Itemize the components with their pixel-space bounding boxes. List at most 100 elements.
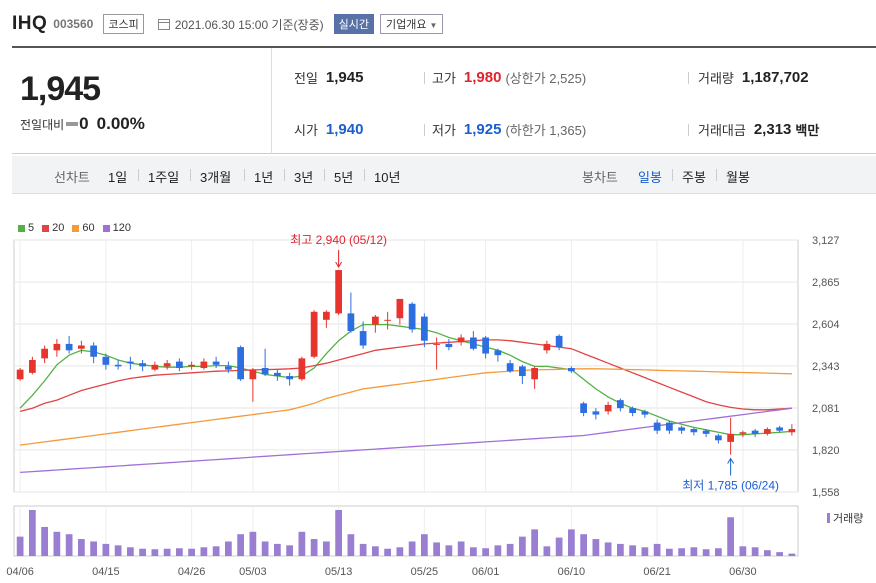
candle-body xyxy=(666,422,673,431)
legend-item-ma120: 120 xyxy=(102,222,131,234)
ma5-line xyxy=(19,323,792,436)
candle-body xyxy=(494,350,502,356)
volume-bar xyxy=(274,543,281,556)
volume-bar xyxy=(751,547,759,556)
x-tick-label: 04/15 xyxy=(92,566,120,578)
chart-period-tabs: 선차트 1일 1주일 3개월 1년 3년 5년 10년 봉차트 일봉 주봉 월봉 xyxy=(12,156,876,194)
x-tick-label: 05/03 xyxy=(239,566,267,578)
volume-value: 1,187,702 xyxy=(741,69,809,86)
prev-close-label: 전일 xyxy=(294,71,318,86)
volume-bar xyxy=(580,534,587,556)
volume-bar xyxy=(641,547,649,556)
tab-10y[interactable]: 10년 xyxy=(374,170,401,185)
high-annotation: 최고 2,940 (05/12) xyxy=(290,233,387,247)
candle-body xyxy=(629,408,636,413)
volume-bar xyxy=(237,534,244,556)
volume-bar xyxy=(604,542,612,556)
realtime-button[interactable]: 실시간 xyxy=(333,14,374,34)
legend-label: 5 xyxy=(28,222,35,234)
divider xyxy=(424,124,425,136)
volume-bar xyxy=(470,547,477,556)
no-change-icon xyxy=(66,122,79,126)
volume-bar xyxy=(359,543,367,556)
candle-body xyxy=(41,348,48,359)
candle-body xyxy=(470,337,477,349)
y-tick-label: 2,081 xyxy=(812,403,840,415)
x-tick-label: 04/26 xyxy=(178,566,206,578)
tab-1w[interactable]: 1주일 xyxy=(148,170,180,185)
candle-body xyxy=(396,298,404,319)
candle-body xyxy=(592,411,600,415)
volume-bar xyxy=(506,543,514,556)
volume-item: 거래량 1,187,702 xyxy=(698,68,809,87)
candle-body xyxy=(433,343,440,345)
candle-body xyxy=(310,311,318,357)
candle-body xyxy=(335,270,342,314)
prev-close-value: 1,945 xyxy=(325,69,364,86)
candle-body xyxy=(604,404,612,412)
candle-body xyxy=(274,372,281,377)
volume-bar xyxy=(188,548,195,556)
volume-bar xyxy=(102,543,110,556)
tab-5y[interactable]: 5년 xyxy=(334,170,354,185)
quote-panel: 1,945 전일대비 0 0.00% 전일 1,945 고가 1,980 (상한… xyxy=(12,46,876,154)
candle-body xyxy=(384,319,391,321)
volume-bar xyxy=(690,547,698,556)
low-item: 저가 1,925 (하한가 1,365) xyxy=(432,120,586,139)
divider xyxy=(190,169,191,181)
tab-1y[interactable]: 1년 xyxy=(254,170,274,185)
legend-swatch xyxy=(102,224,110,232)
candle-body xyxy=(65,343,73,351)
volume-bar xyxy=(176,548,183,556)
legend-item-ma5: 5 xyxy=(18,222,34,234)
legend-swatch xyxy=(72,224,80,232)
candle-body xyxy=(519,366,526,377)
candle-body xyxy=(347,313,355,332)
volume-bar xyxy=(384,548,391,556)
change-percent: 0.00% xyxy=(96,114,145,133)
volume-bar xyxy=(372,546,379,556)
divider xyxy=(424,72,425,84)
volume-bar xyxy=(653,543,661,556)
candle-body xyxy=(90,345,97,357)
caret-down-icon: ▼ xyxy=(429,21,438,30)
volume-bar xyxy=(592,539,600,556)
candle-body xyxy=(408,303,416,330)
candle-body xyxy=(237,347,244,380)
ma20-line xyxy=(19,339,792,413)
amount-item: 거래대금 2,313 백만 xyxy=(698,120,819,139)
volume-bar xyxy=(249,531,257,556)
tab-3m[interactable]: 3개월 xyxy=(200,170,232,185)
volume-bar xyxy=(65,534,73,556)
candle-body xyxy=(212,361,220,365)
tab-3y[interactable]: 3년 xyxy=(294,170,314,185)
volume-bar xyxy=(298,531,306,556)
candle-body xyxy=(482,337,489,354)
x-tick-label: 05/25 xyxy=(411,566,439,578)
volume-bar xyxy=(347,534,355,556)
volume-bar xyxy=(519,536,526,556)
candle-body xyxy=(200,361,208,369)
tab-1d[interactable]: 1일 xyxy=(108,170,128,185)
volume-bar xyxy=(200,547,208,556)
legend-label: 120 xyxy=(112,222,131,234)
volume-bar xyxy=(78,539,85,556)
volume-bar xyxy=(629,545,636,556)
candle-body xyxy=(188,364,195,367)
volume-bar xyxy=(678,548,685,556)
legend-label: 20 xyxy=(52,222,65,234)
y-tick-label: 1,820 xyxy=(812,445,840,457)
volume-bar xyxy=(335,510,342,556)
candle-body xyxy=(531,368,538,380)
ma60-line xyxy=(20,368,792,446)
volume-bar xyxy=(212,546,220,556)
tab-weekly[interactable]: 주봉 xyxy=(682,170,706,185)
volume-bar xyxy=(543,546,551,556)
x-tick-label: 06/21 xyxy=(643,566,671,578)
tab-daily[interactable]: 일봉 xyxy=(638,170,662,185)
company-overview-button[interactable]: 기업개요 ▼ xyxy=(380,14,444,34)
volume-bar xyxy=(727,517,734,556)
tab-monthly[interactable]: 월봉 xyxy=(726,170,750,185)
calendar-icon xyxy=(157,18,170,30)
stock-name: IHQ xyxy=(12,13,48,34)
